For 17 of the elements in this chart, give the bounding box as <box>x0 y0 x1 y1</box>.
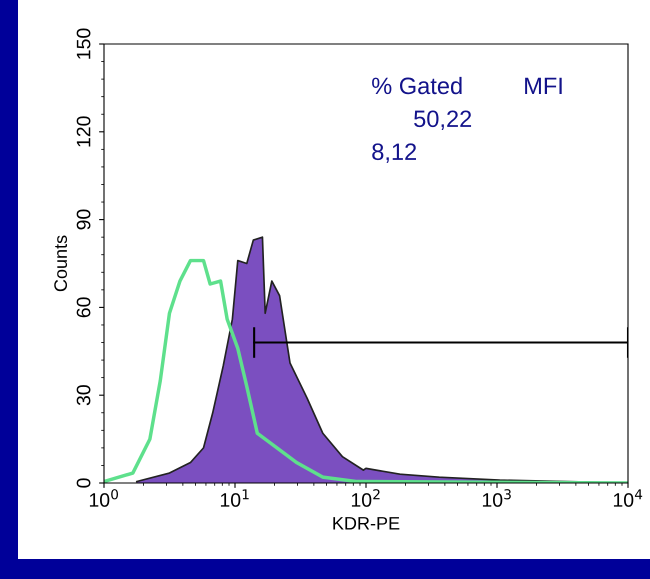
y-tick-label: 60 <box>76 297 90 318</box>
y-tick-label: 90 <box>76 210 90 230</box>
annotation: 50,22 <box>414 110 472 130</box>
annotation: MFI <box>525 78 562 94</box>
x-tick-label: 10$^{0}$ <box>90 489 118 507</box>
y-tick-label: 30 <box>76 385 90 406</box>
x-tick-label: 10$^{2}$ <box>352 489 380 507</box>
x-axis-title: KDR-PE <box>333 517 400 530</box>
annotation: 8,12 <box>372 143 416 163</box>
y-tick-label: 120 <box>76 116 90 147</box>
annotation: % Gated <box>372 76 462 94</box>
x-tick-label: 10$^{3}$ <box>482 489 511 507</box>
x-tick-label: 10$^{1}$ <box>220 489 249 507</box>
y-axis-title: Counts <box>54 236 68 292</box>
y-tick-label: 150 <box>76 28 90 59</box>
y-tick-label: 0 <box>76 478 90 488</box>
x-tick-label: 10$^{4}$ <box>614 489 642 507</box>
